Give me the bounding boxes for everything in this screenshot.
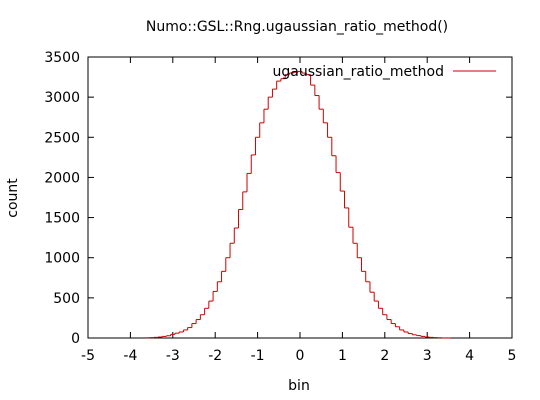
- y-tick-label: 1000: [44, 251, 80, 267]
- y-tick-label: 0: [71, 331, 80, 347]
- x-tick-label: -2: [208, 348, 222, 364]
- y-tick-label: 500: [53, 291, 80, 307]
- plot-frame: [87, 56, 513, 339]
- y-tick-label: 2000: [44, 170, 80, 186]
- chart-title: Numo::GSL::Rng.ugaussian_ratio_method(): [146, 19, 448, 35]
- x-tick-label: 4: [465, 348, 474, 364]
- y-tick-label: 3000: [44, 90, 80, 106]
- x-tick-label: 2: [380, 348, 389, 364]
- legend-label: ugaussian_ratio_method: [273, 64, 445, 80]
- x-axis-label: bin: [288, 378, 310, 394]
- y-axis-label: count: [5, 178, 21, 218]
- x-tick-label: 3: [423, 348, 432, 364]
- x-tick-label: 0: [296, 348, 305, 364]
- series-layer: [144, 70, 452, 339]
- axis-ticks: [87, 56, 513, 339]
- axis-tick-labels: -5 -4 -3 -2 -1 0 1 2 3 4 5 0 500 1000 1500 2000 2500 3000…: [44, 50, 516, 364]
- y-tick-label: 2500: [44, 130, 80, 146]
- x-tick-label: 5: [508, 348, 517, 364]
- y-tick-label: 1500: [44, 211, 80, 227]
- x-tick-label: -4: [123, 348, 137, 364]
- y-tick-label: 3500: [44, 50, 80, 66]
- x-tick-label: -1: [251, 348, 265, 364]
- legend: ugaussian_ratio_method: [273, 64, 496, 80]
- plot-area: -5 -4 -3 -2 -1 0 1 2 3 4 5 0 500 1000 1500 2000 2500 3000…: [44, 50, 516, 364]
- x-tick-label: 1: [338, 348, 347, 364]
- x-tick-label: -5: [81, 348, 95, 364]
- x-tick-label: -3: [166, 348, 180, 364]
